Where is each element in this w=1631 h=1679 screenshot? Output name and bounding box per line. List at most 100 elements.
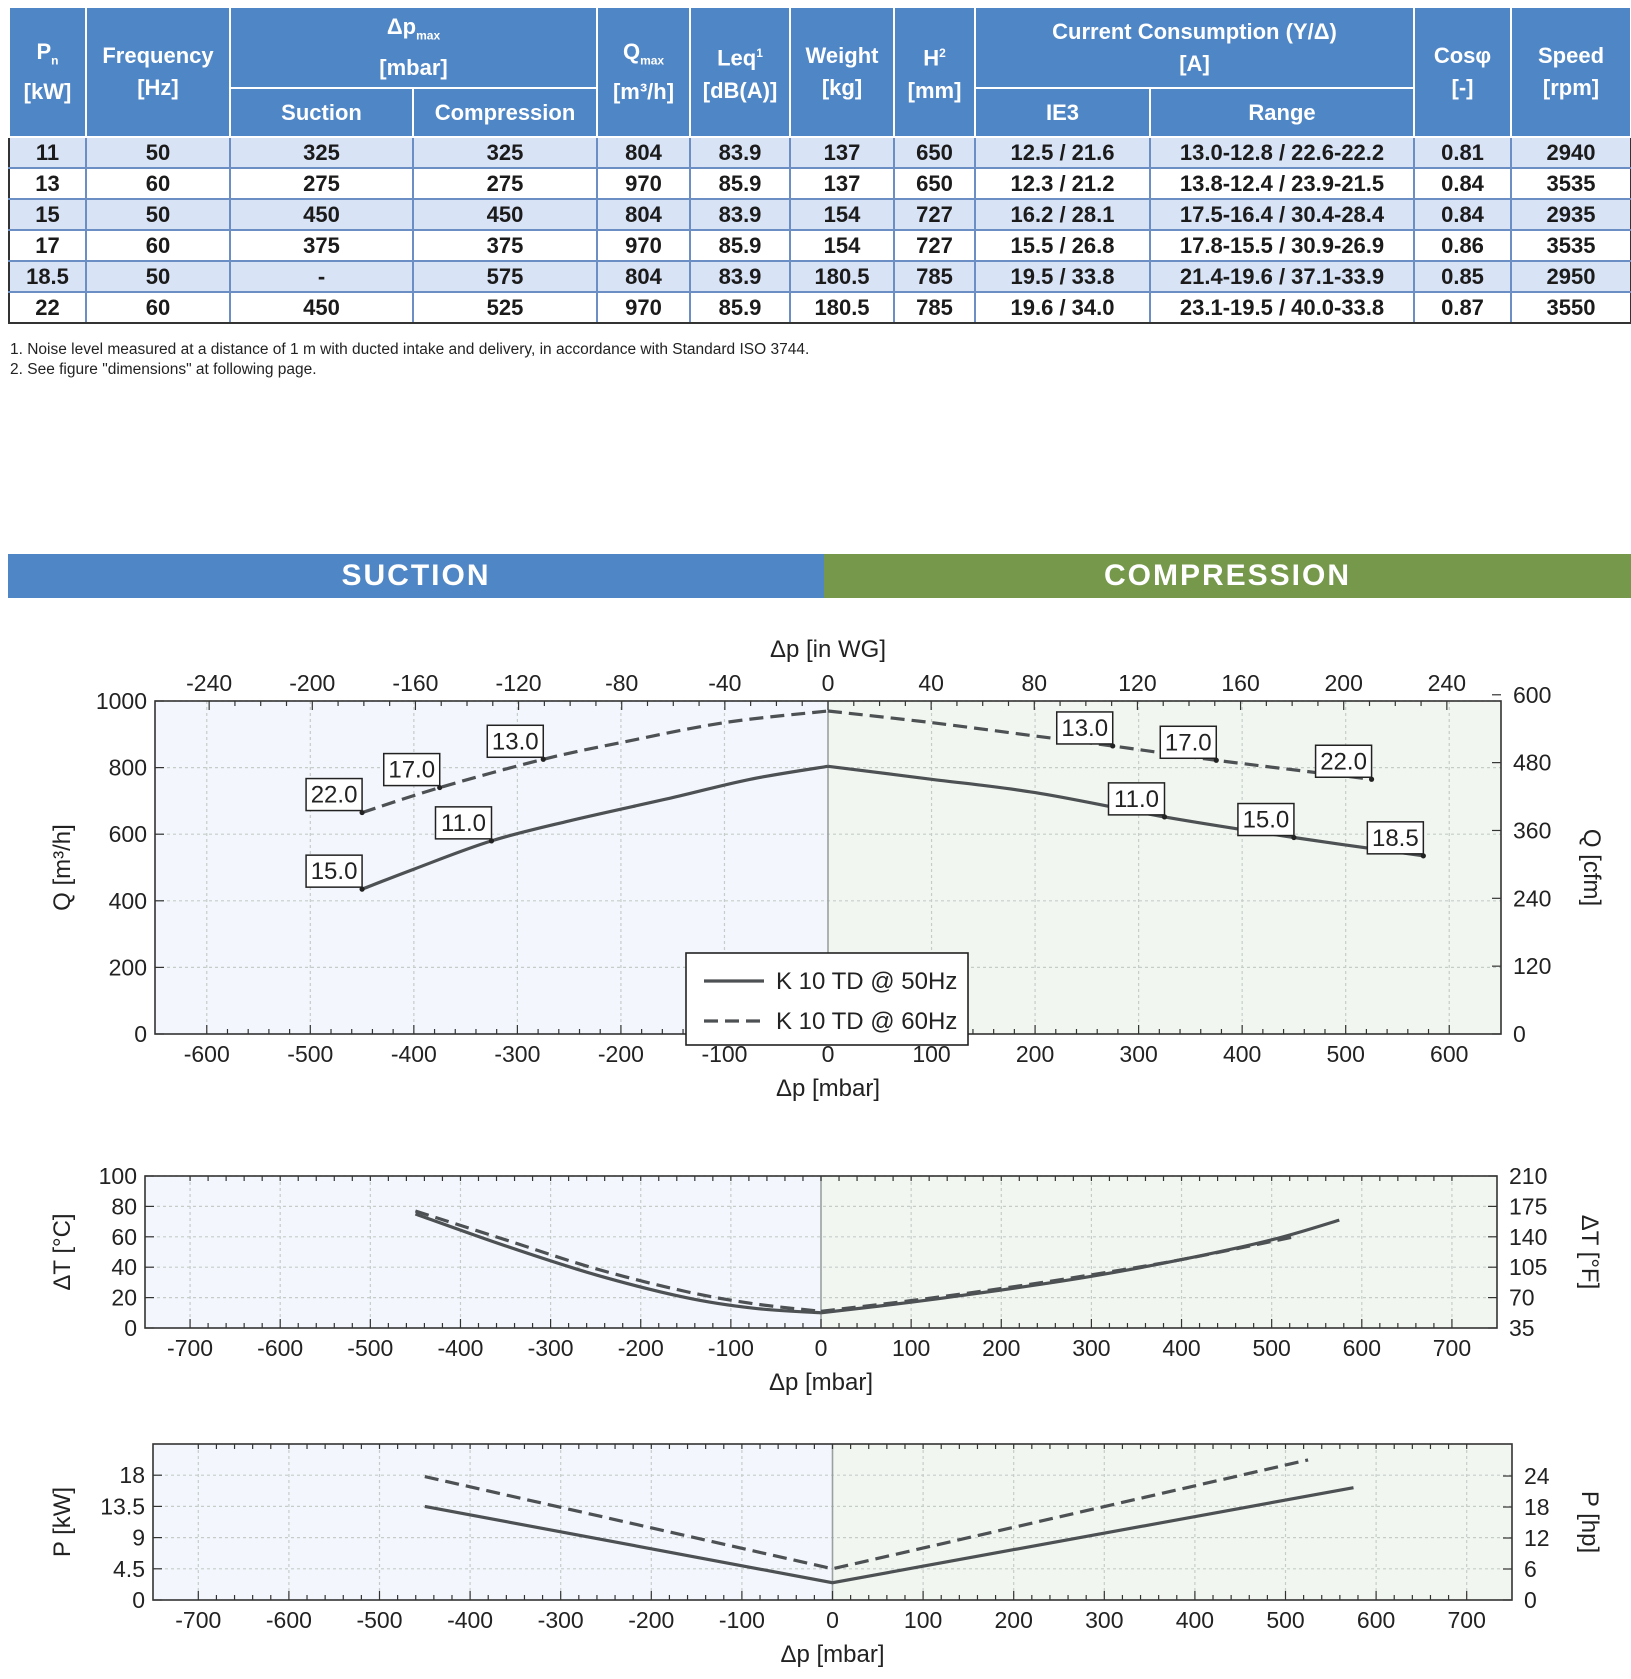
x2-tick-label: 120: [1118, 670, 1156, 696]
data-label: 15.0: [1243, 807, 1290, 834]
table-cell: 727: [893, 229, 977, 262]
header-suction: Suction: [229, 87, 414, 138]
x-tick-label: -600: [266, 1607, 312, 1633]
y2-tick-label: 360: [1513, 817, 1551, 843]
x-tick-label: -400: [447, 1607, 493, 1633]
x-tick-label: -200: [618, 1335, 664, 1361]
table-cell: 137: [789, 136, 896, 169]
table-cell: 804: [596, 260, 692, 293]
table-cell: 12.5 / 21.6: [974, 136, 1152, 169]
y2-axis-label: ΔT [°F]: [1576, 1215, 1603, 1290]
x-tick-label: -500: [347, 1335, 393, 1361]
table-cell: 2940: [1510, 136, 1631, 169]
data-label-box: [486, 724, 545, 759]
x-tick-label: 600: [1430, 1041, 1468, 1067]
y-tick-label: 1000: [96, 688, 147, 714]
data-label-box: [1159, 725, 1218, 760]
suction-banner: SUCTION: [8, 554, 824, 598]
x2-tick-label: -120: [496, 670, 542, 696]
table-row: 17 60 375 375 970 85.9 154 727 15.5 / 26.8 17.8-1…: [8, 229, 1631, 262]
table-cell: 0.84: [1413, 167, 1513, 200]
table-cell: 180.5: [789, 260, 896, 293]
x-tick-label: 600: [1343, 1335, 1381, 1361]
x-tick-label: 500: [1252, 1335, 1290, 1361]
y-tick-label: 40: [111, 1254, 137, 1280]
header-weight: Weight [kg]: [789, 6, 896, 138]
x-tick-label: 500: [1266, 1607, 1304, 1633]
header-leq: Leq1 [dB(A)]: [689, 6, 792, 138]
x-tick-label: 500: [1327, 1041, 1365, 1067]
y2-tick-label: 24: [1524, 1463, 1550, 1489]
table-cell: 180.5: [789, 291, 896, 324]
y-tick-label: 800: [109, 755, 147, 781]
table-cell: 3550: [1510, 291, 1631, 324]
x-tick-label: -400: [391, 1041, 437, 1067]
x2-tick-label: -40: [708, 670, 741, 696]
data-label-box: [1107, 782, 1166, 816]
table-cell: 17: [8, 229, 87, 262]
table-cell: 22: [8, 291, 87, 324]
y2-tick-label: 140: [1509, 1224, 1547, 1250]
y2-tick-label: 70: [1509, 1285, 1535, 1311]
x-tick-label: 200: [982, 1335, 1020, 1361]
x-axis-label: Δp [mbar]: [769, 1369, 873, 1396]
table-cell: 650: [893, 136, 977, 169]
x2-tick-label: 80: [1021, 670, 1047, 696]
y-tick-label: 20: [111, 1285, 137, 1311]
x2-tick-label: -240: [186, 670, 232, 696]
y-tick-label: 100: [99, 1163, 137, 1189]
table-cell: 3535: [1510, 229, 1631, 262]
table-cell: 60: [85, 229, 231, 262]
table-cell: 325: [229, 136, 414, 169]
legend-box: [685, 952, 969, 1046]
table-cell: 13.0-12.8 / 22.6-22.2: [1149, 136, 1416, 169]
compression-area: [821, 1176, 1497, 1328]
x2-axis-label: Δp [in WG]: [770, 636, 886, 663]
table-cell: 50: [85, 260, 231, 293]
table-cell: 17.8-15.5 / 30.9-26.9: [1149, 229, 1416, 262]
y2-tick-label: 175: [1509, 1193, 1547, 1219]
y2-tick-label: 480: [1513, 750, 1551, 776]
table-cell: 450: [229, 291, 414, 324]
table-cell: 18.5: [8, 260, 87, 293]
table-cell: 0.84: [1413, 198, 1513, 231]
footnotes: 1. Noise level measured at a distance of…: [10, 340, 809, 380]
y-tick-label: 0: [134, 1021, 147, 1047]
table-cell: 804: [596, 198, 692, 231]
table-cell: 450: [229, 198, 414, 231]
data-label-box: [1237, 802, 1295, 837]
x2-tick-label: 160: [1221, 670, 1259, 696]
y2-tick-label: 0: [1513, 1021, 1526, 1047]
table-cell: 450: [411, 198, 599, 231]
y2-tick-label: 18: [1524, 1494, 1550, 1520]
table-cell: 19.5 / 33.8: [974, 260, 1152, 293]
table-cell: 60: [85, 167, 231, 200]
table-cell: 525: [411, 291, 599, 324]
x-tick-label: -300: [494, 1041, 540, 1067]
y2-tick-label: 0: [1524, 1587, 1537, 1613]
table-cell: 275: [229, 167, 414, 200]
table-cell: 85.9: [689, 229, 792, 262]
y2-tick-label: 12: [1524, 1525, 1550, 1551]
y-tick-label: 0: [132, 1587, 145, 1613]
y2-tick-label: 6: [1524, 1556, 1537, 1582]
table-cell: 325: [411, 136, 599, 169]
table-cell: 970: [596, 291, 692, 324]
y-tick-label: 60: [111, 1224, 137, 1250]
table-cell: 11: [8, 136, 87, 169]
x-tick-label: -100: [708, 1335, 754, 1361]
y-tick-label: 600: [109, 821, 147, 847]
table-cell: 785: [893, 291, 977, 324]
table-cell: 13.8-12.4 / 23.9-21.5: [1149, 167, 1416, 200]
power-chart: -700 -600 -500 -400 -300 -200 -100 0 100 200 300 40…: [49, 1443, 1603, 1668]
data-label: 13.0: [492, 728, 539, 755]
y-tick-label: 9: [132, 1525, 145, 1551]
y2-tick-label: 105: [1509, 1254, 1547, 1280]
y2-tick-label: 210: [1509, 1163, 1547, 1189]
table-cell: 575: [411, 260, 599, 293]
y-tick-label: 400: [109, 888, 147, 914]
y-axis-label: ΔT [°C]: [49, 1213, 76, 1290]
table-row: 11 50 325 325 804 83.9 137 650 12.5 / 21.6 13.0-1…: [8, 136, 1631, 169]
x2-tick-label: -200: [289, 670, 335, 696]
data-label: 17.0: [388, 757, 435, 784]
